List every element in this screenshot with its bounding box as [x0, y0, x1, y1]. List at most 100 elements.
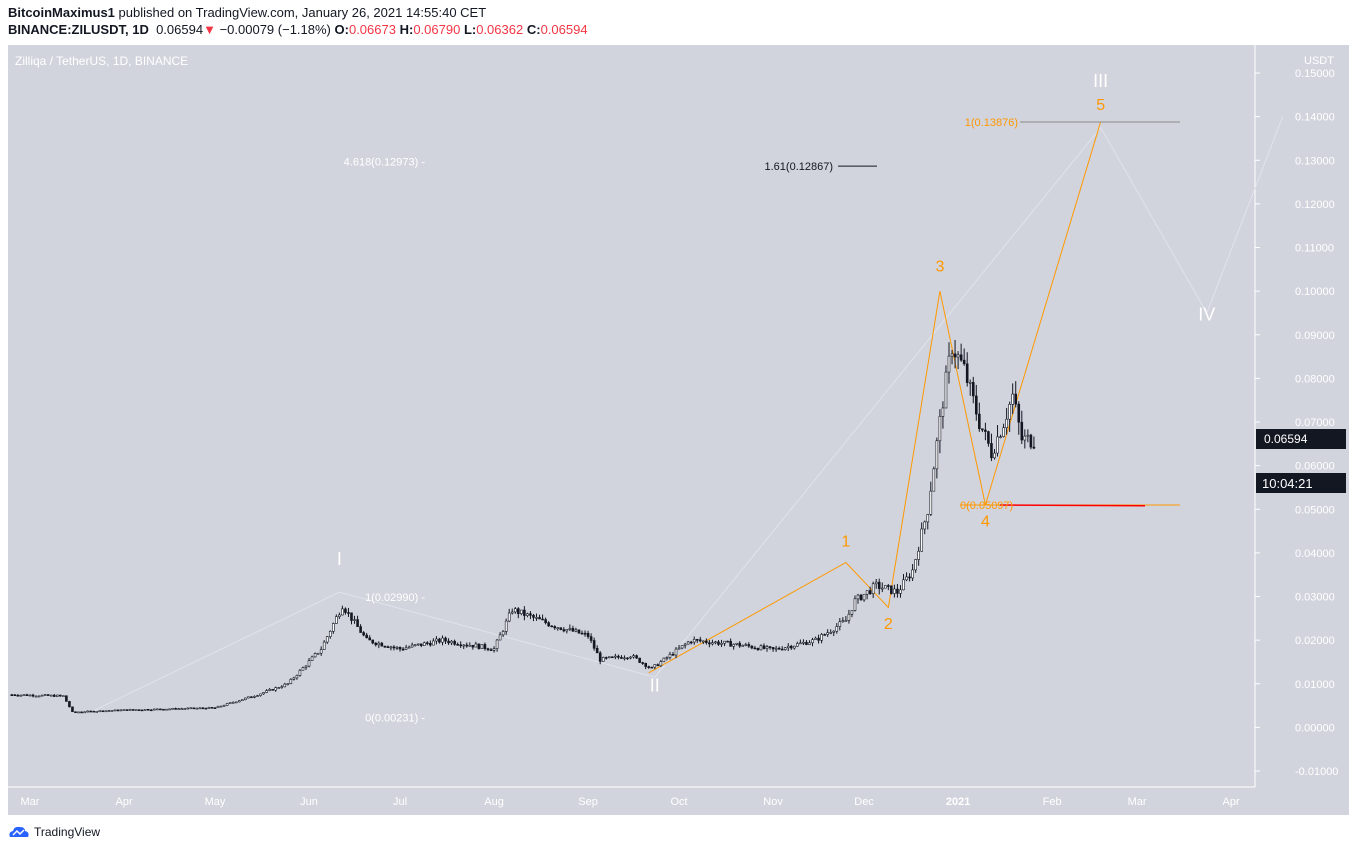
candle-body	[632, 655, 635, 658]
author-link[interactable]: BitcoinMaximus1	[8, 5, 115, 20]
candle-body	[162, 708, 165, 711]
y-tick-label: 0.13000	[1295, 155, 1335, 167]
major-wave-label[interactable]: III	[1093, 71, 1108, 91]
candle-body	[507, 612, 511, 622]
candle-body	[192, 707, 196, 710]
minor-wave-label[interactable]: 3	[935, 259, 944, 276]
price-change: −0.00079 (−1.18%)	[219, 22, 331, 37]
countdown-tag	[1256, 473, 1346, 493]
candle-body	[953, 353, 957, 358]
candle-body	[362, 632, 365, 636]
candle-body	[313, 653, 317, 658]
candle-body	[635, 655, 638, 659]
candle-body	[611, 656, 614, 659]
candle-body	[705, 640, 708, 643]
candle-body	[981, 428, 984, 431]
candle-body	[237, 700, 241, 703]
candle-body	[247, 696, 250, 699]
y-tick-label: 0.03000	[1295, 592, 1335, 604]
last-price: 0.06594	[156, 22, 204, 37]
candle-body	[1002, 427, 1005, 437]
major-wave-label[interactable]: II	[650, 675, 660, 695]
candle-body	[459, 644, 462, 647]
candle-body	[83, 711, 86, 714]
candle-body	[374, 642, 378, 646]
candle-body	[835, 626, 839, 632]
candle-body	[1020, 421, 1024, 441]
candle-body	[513, 608, 517, 613]
candle-body	[225, 703, 229, 706]
candle-body	[140, 709, 144, 712]
minor-wave-line[interactable]	[648, 121, 1102, 674]
candle-body	[92, 710, 95, 713]
minor-wave-label[interactable]: 5	[1096, 97, 1105, 114]
candle-body	[544, 619, 547, 624]
minor-wave-label[interactable]: 4	[981, 514, 990, 531]
candle-body	[589, 636, 593, 641]
candle-body	[356, 619, 359, 627]
y-tick-label: 0.04000	[1295, 548, 1335, 560]
candle-body	[389, 646, 393, 649]
low-label: L:	[463, 22, 477, 37]
fib-label: 4.618(0.12973) -	[344, 156, 426, 168]
tradingview-logo[interactable]: TradingView	[8, 825, 100, 839]
candle-body	[207, 707, 211, 709]
candle-body	[890, 585, 893, 594]
red-trend-line[interactable]	[999, 504, 1146, 507]
high-value: 0.06790	[413, 22, 461, 37]
candle-body	[793, 645, 796, 649]
candle-body	[874, 581, 878, 585]
candle-body	[802, 641, 805, 644]
minor-wave-label[interactable]: 2	[884, 616, 893, 633]
candle-body	[462, 644, 466, 647]
candle-body	[608, 656, 611, 659]
candle-body	[289, 679, 293, 684]
candle-body	[395, 646, 399, 649]
candle-body	[231, 701, 235, 704]
candle-body	[465, 644, 469, 647]
candle-body	[398, 646, 402, 650]
candle-body	[695, 639, 699, 641]
chart-title: Zilliqa / TetherUS, 1D, BINANCE	[15, 54, 188, 68]
candle-body	[829, 632, 833, 634]
candle-body	[1008, 403, 1011, 420]
major-wave-label[interactable]: IV	[1198, 305, 1215, 325]
candle-body	[838, 621, 842, 627]
candle-body	[113, 709, 117, 712]
x-tick-label: Oct	[670, 796, 687, 808]
candle-body	[71, 706, 74, 713]
candle-body	[122, 709, 126, 711]
candle-body	[365, 634, 368, 639]
candle-body	[153, 708, 156, 711]
candle-body	[328, 630, 332, 637]
candle-body	[987, 431, 990, 444]
candle-body	[726, 640, 729, 643]
x-tick-label: Jun	[300, 796, 318, 808]
brand-name: TradingView	[34, 825, 101, 839]
candle-body	[968, 382, 972, 384]
major-wave-label[interactable]: I	[337, 549, 342, 569]
price-chart[interactable]: Zilliqa / TetherUS, 1D, BINANCE USDT 0.1…	[0, 0, 1357, 820]
candle-body	[971, 382, 975, 397]
candle-body	[301, 667, 305, 671]
candle-body	[256, 695, 259, 697]
candle-body	[338, 614, 341, 617]
candle-body	[638, 657, 641, 663]
candle-body	[932, 468, 936, 492]
x-tick-label: 2021	[946, 796, 970, 808]
candle-body	[432, 640, 435, 646]
candle-body	[271, 689, 274, 691]
candle-body	[923, 521, 927, 530]
candle-body	[450, 640, 453, 644]
candle-body	[759, 645, 763, 651]
major-wave-line[interactable]	[90, 116, 1284, 713]
candle-body	[22, 694, 26, 696]
minor-wave-label[interactable]: 1	[841, 533, 850, 550]
y-tick-label: 0.00000	[1295, 722, 1335, 734]
candle-body	[404, 647, 408, 650]
candle-body	[359, 626, 362, 633]
candle-body	[592, 640, 596, 649]
candle-body	[905, 576, 908, 581]
candle-body	[292, 677, 296, 680]
candle-body	[477, 643, 481, 649]
